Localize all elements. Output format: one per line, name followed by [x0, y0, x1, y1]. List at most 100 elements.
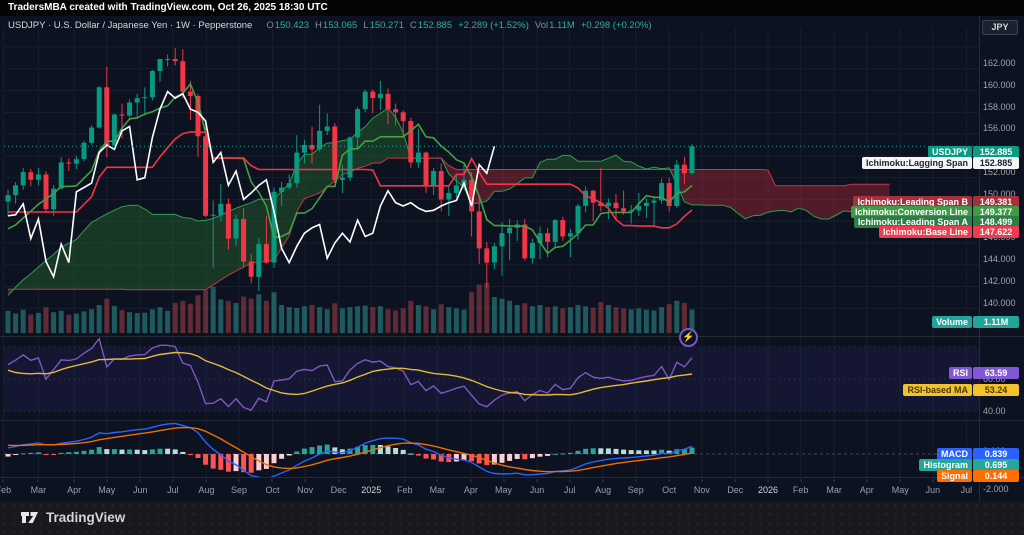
badge-label: Signal — [936, 470, 972, 482]
badge-ichimoku-leading-span-b: Ichimoku:Leading Span B 149.381 — [853, 196, 1019, 208]
time-tick-mark — [106, 479, 108, 482]
symbol-title[interactable]: USDJPY · U.S. Dollar / Japanese Yen · 1W… — [8, 20, 253, 31]
time-tick-mark — [668, 479, 670, 482]
time-tick-mark — [734, 479, 736, 482]
badge-ichimoku-base-line: Ichimoku:Base Line 147.622 — [878, 226, 1019, 238]
badge-value: 0.144 — [973, 470, 1019, 482]
time-axis-label: Aug — [595, 485, 612, 495]
vol-label: Vol — [534, 20, 549, 31]
time-tick-mark — [172, 479, 174, 482]
time-axis-label: Oct — [265, 485, 280, 495]
price-tick: 156.000 — [983, 123, 1016, 134]
badge-label: MACD — [937, 448, 972, 460]
badge-label: Ichimoku:Base Line — [878, 226, 972, 238]
time-tick-mark — [701, 479, 703, 482]
time-axis-label: Apr — [859, 485, 874, 495]
badge-ichimoku-conversion-line: Ichimoku:Conversion Line 149.377 — [850, 206, 1019, 218]
low-label: L — [363, 20, 369, 31]
badge-label: Ichimoku:Leading Span B — [853, 196, 972, 208]
tradingview-logo-link[interactable]: TradingView — [20, 509, 125, 526]
time-axis-label: Aug — [198, 485, 215, 495]
badge-value: 149.377 — [973, 206, 1019, 218]
price-tick: 142.000 — [983, 275, 1016, 286]
price-tick: 140.000 — [983, 297, 1016, 308]
badge-value: 1.11M — [973, 316, 1019, 328]
badge-value: 0.695 — [973, 459, 1019, 471]
time-tick-mark — [932, 479, 934, 482]
time-tick-mark — [238, 479, 240, 482]
time-axis-label: Apr — [463, 485, 478, 495]
badge-macd: MACD 0.839 — [937, 448, 1019, 460]
badge-ichimoku-lagging-span: Ichimoku:Lagging Span 152.885 — [861, 157, 1019, 169]
time-tick-mark — [205, 479, 207, 482]
time-tick-mark — [635, 479, 637, 482]
symbol-legend[interactable]: USDJPY · U.S. Dollar / Japanese Yen · 1W… — [8, 19, 652, 33]
badge-rsi: RSI 63.59 — [948, 367, 1019, 379]
time-tick-mark — [304, 479, 306, 482]
badge-value: 147.622 — [973, 226, 1019, 238]
time-axis-label: Feb — [792, 485, 809, 495]
price-scale-currency-chip[interactable]: JPY — [982, 20, 1018, 35]
badge-ichimoku-leading-span-a: Ichimoku:Leading Span A 148.499 — [853, 216, 1019, 228]
time-axis-label: Jun — [925, 485, 941, 495]
badge-value: 53.24 — [973, 384, 1019, 396]
time-tick-mark — [767, 479, 769, 482]
badge-value: 63.59 — [973, 367, 1019, 379]
time-tick-mark — [404, 479, 406, 482]
time-axis-label: Oct — [662, 485, 677, 495]
price-tick: -2.000 — [983, 483, 1009, 494]
badge-label: RSI-based MA — [903, 384, 972, 396]
time-tick-mark — [271, 479, 273, 482]
time-axis-label: Jul — [563, 485, 576, 495]
time-tick-mark — [37, 479, 39, 482]
time-axis-label: Jul — [960, 485, 973, 495]
badge-value: 152.885 — [973, 157, 1019, 169]
badge-value: 152.885 — [973, 146, 1019, 158]
time-tick-mark — [899, 479, 901, 482]
time-axis-label: Jul — [167, 485, 179, 495]
time-axis-label: Mar — [826, 485, 842, 495]
badge-signal: Signal 0.144 — [936, 470, 1019, 482]
price-tick: 160.000 — [983, 79, 1016, 90]
price-tick: 144.000 — [983, 254, 1016, 264]
price-tick: 60.00 — [983, 374, 1006, 384]
time-axis-label: Apr — [67, 485, 82, 495]
time-axis-label: Nov — [297, 485, 314, 495]
time-tick-mark — [536, 479, 538, 482]
vol-value: 1.11M — [549, 20, 575, 31]
low-value: 150.271 — [369, 20, 404, 31]
time-axis-label: Sep — [231, 485, 248, 495]
attribution-text: TradersMBA created with TradingView.com,… — [8, 2, 328, 13]
price-tick: 162.000 — [983, 58, 1016, 68]
price-tick: 152.000 — [983, 166, 1016, 177]
chart-canvas[interactable] — [0, 16, 1024, 501]
badge-label: Ichimoku:Leading Span A — [853, 216, 972, 228]
price-tick: 150.000 — [983, 188, 1016, 199]
time-axis-label: 2025 — [361, 485, 382, 495]
time-tick-mark — [436, 479, 438, 482]
time-tick-mark — [569, 479, 571, 482]
badge-label: Ichimoku:Lagging Span — [861, 157, 972, 169]
chart-widget[interactable]: USDJPY · U.S. Dollar / Japanese Yen · 1W… — [0, 16, 1024, 501]
attribution-bar: TradersMBA created with TradingView.com,… — [0, 0, 1024, 16]
badge-usdjpy-price: USDJPY 152.885 — [927, 146, 1019, 158]
tradingview-logo-icon — [21, 512, 38, 523]
change-value: +2.289 (+1.52%) — [458, 20, 529, 31]
time-axis-label: Sep — [627, 485, 644, 495]
badge-histogram: Histogram 0.695 — [919, 459, 1019, 471]
time-tick-mark — [139, 479, 141, 482]
time-tick-mark — [2, 479, 4, 482]
badge-label: RSI — [948, 367, 972, 379]
time-axis-label: May — [891, 485, 909, 495]
tradingview-wordmark: TradingView — [46, 510, 126, 525]
badge-label: Histogram — [919, 459, 972, 471]
time-axis-label: Dec — [330, 485, 347, 495]
price-tick: 158.000 — [983, 101, 1016, 112]
badge-value: 0.839 — [973, 448, 1019, 460]
badge-label: Ichimoku:Conversion Line — [850, 206, 972, 218]
lightning-marker-icon[interactable]: ⚡ — [679, 328, 698, 347]
price-tick: 40.00 — [983, 406, 1006, 416]
time-tick-mark — [338, 479, 340, 482]
time-tick-mark — [370, 479, 372, 482]
